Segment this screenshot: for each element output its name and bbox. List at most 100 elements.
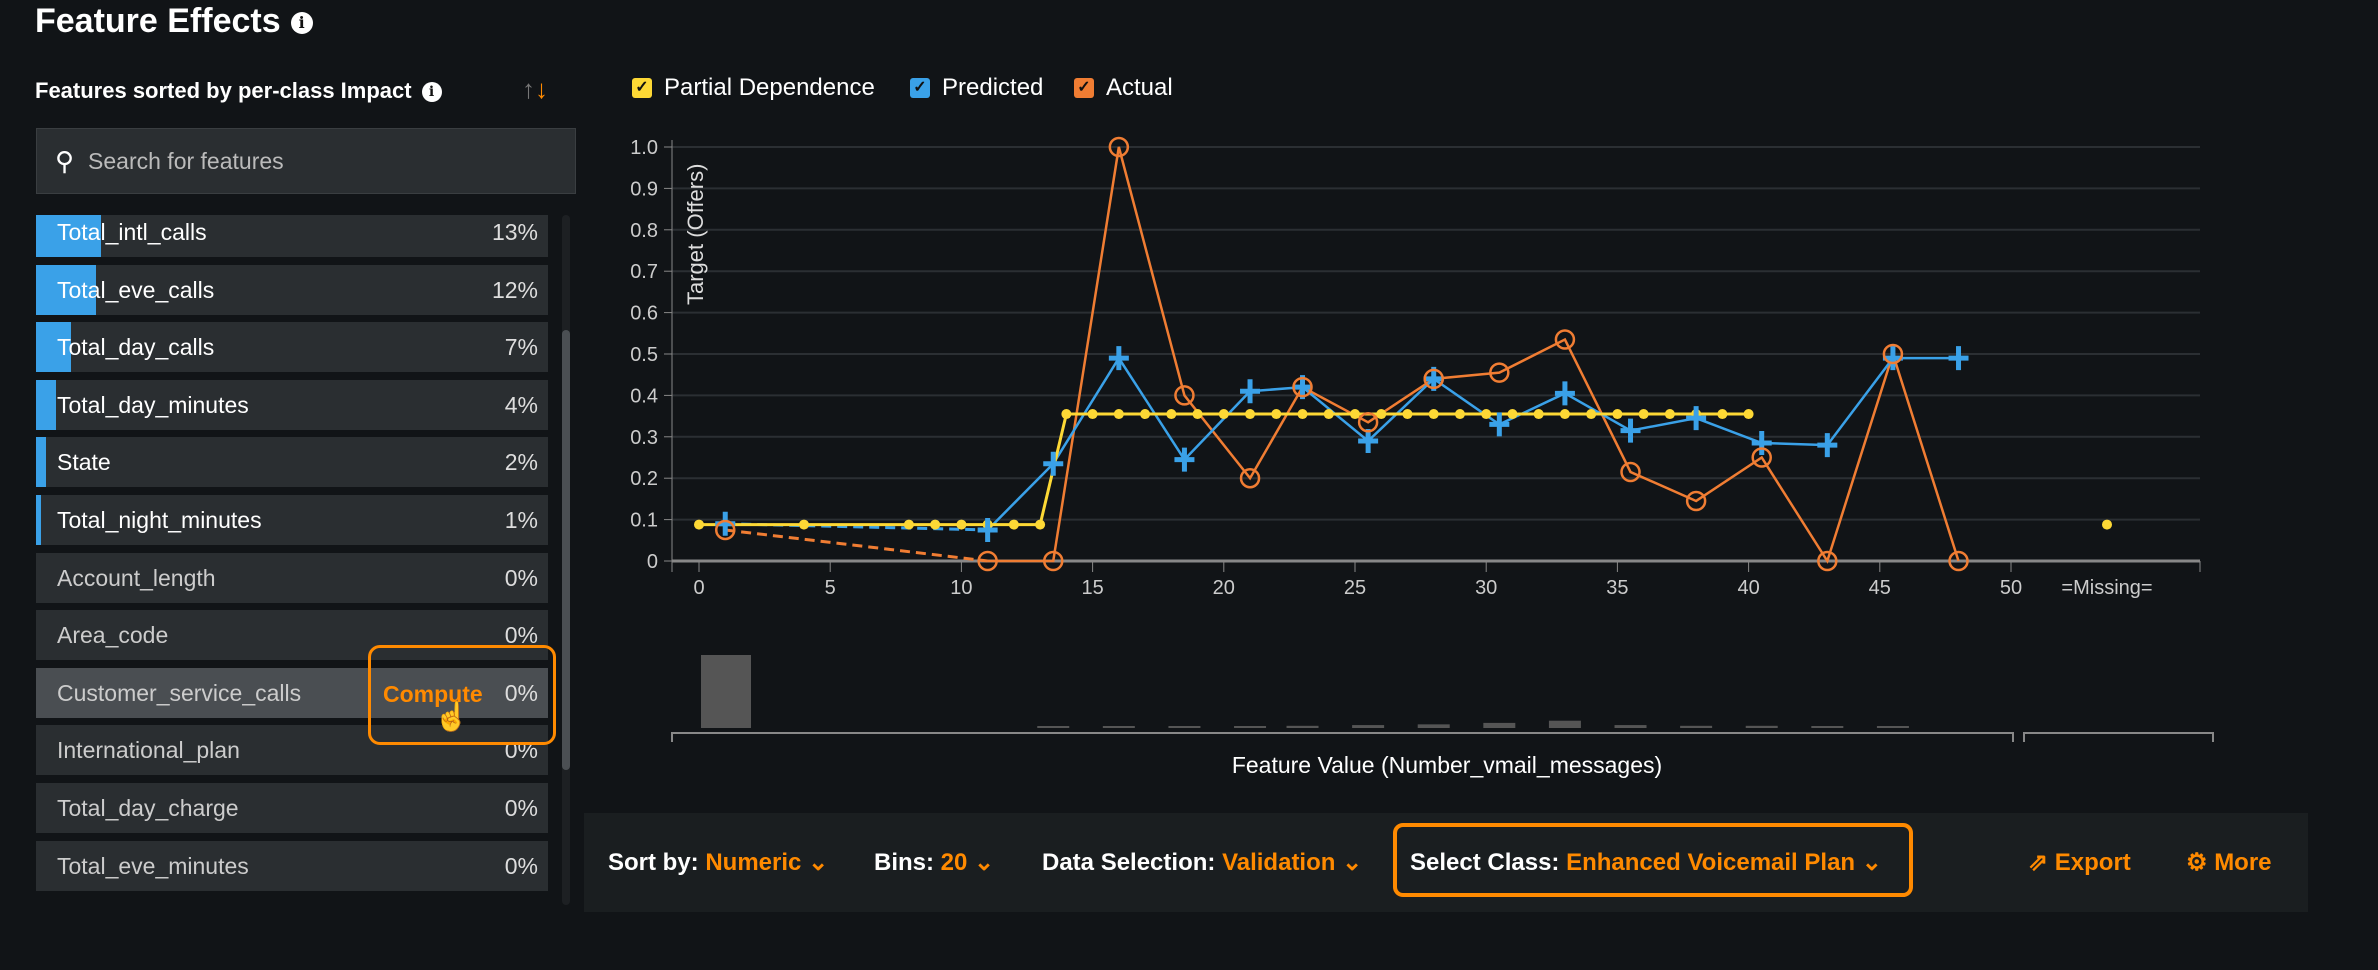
pd-point: [798, 519, 809, 530]
bins-dropdown[interactable]: Bins: 20 ⌄: [874, 848, 994, 877]
actual-point: [1174, 385, 1195, 406]
feature-row[interactable]: Total_eve_minutes 0%: [36, 840, 548, 891]
y-tick-label: 0: [647, 551, 658, 573]
pd-point: [1245, 409, 1256, 420]
pd-point: [1008, 519, 1019, 530]
feature-name: Total_day_calls: [57, 334, 215, 361]
pd-point: [1586, 409, 1597, 420]
pd-point: [1166, 409, 1177, 420]
pd-point: [1035, 519, 1046, 530]
select-class-value[interactable]: Enhanced Voicemail Plan: [1566, 849, 1856, 876]
pd-point: [1612, 409, 1623, 420]
sort-by-label: Sort by:: [608, 849, 699, 876]
legend-partial-dependence[interactable]: ✓ Partial Dependence: [632, 74, 875, 102]
predicted-point: [1358, 428, 1379, 453]
feature-row[interactable]: Total_night_minutes 1%: [36, 495, 548, 545]
histogram-bar: [1417, 724, 1450, 728]
histogram-bar: [701, 655, 751, 728]
sort-direction-toggle[interactable]: ↑↓: [522, 74, 548, 105]
feature-row[interactable]: Total_intl_calls 13%: [36, 215, 548, 257]
actual-point: [1042, 550, 1064, 572]
sort-by-dropdown[interactable]: Sort by: Numeric ⌄: [608, 848, 828, 877]
feature-row[interactable]: Total_day_charge 0%: [36, 783, 548, 833]
feature-impact: 4%: [504, 391, 538, 418]
checkbox-icon[interactable]: ✓: [632, 78, 652, 98]
pd-point: [1481, 409, 1492, 420]
predicted-point: [1948, 346, 1969, 371]
feature-row[interactable]: Account_length 0%: [36, 552, 548, 603]
feature-list: Total_intl_calls 13% Total_eve_calls 12% Tot…: [36, 215, 548, 905]
actual-point: [714, 519, 736, 541]
select-class-dropdown[interactable]: Select Class: Enhanced Voicemail Plan ⌄: [1410, 848, 1882, 877]
feature-row[interactable]: Total_eve_calls 12%: [36, 264, 548, 315]
gear-icon: ⚙: [2186, 849, 2208, 876]
bins-value[interactable]: 20: [940, 849, 968, 876]
legend-predicted[interactable]: ✓ Predicted: [910, 74, 1043, 102]
arrow-up-icon[interactable]: ↑: [522, 74, 535, 104]
x-tick-label: 40: [1737, 577, 1759, 599]
feature-impact: 0%: [504, 737, 538, 764]
histogram-bar: [1811, 726, 1844, 728]
pd-point: [1087, 409, 1098, 420]
pd-point: [930, 519, 941, 530]
data-selection-dropdown[interactable]: Data Selection: Validation ⌄: [1042, 848, 1362, 877]
search-placeholder: Search for features: [88, 147, 284, 174]
x-tick-label: 20: [1213, 577, 1235, 599]
legend-label: Partial Dependence: [664, 74, 875, 101]
y-tick-label: 0.7: [630, 261, 658, 283]
feature-name: Total_intl_calls: [57, 219, 207, 245]
feature-row[interactable]: State 2%: [36, 437, 548, 488]
legend-label: Predicted: [942, 74, 1044, 101]
chevron-down-icon: ⌄: [808, 849, 829, 876]
feature-row[interactable]: Customer_service_calls 0%: [36, 667, 548, 718]
feature-row[interactable]: Total_day_calls 7%: [36, 322, 548, 373]
scrollbar-thumb[interactable]: [562, 330, 570, 770]
feature-impact: 0%: [504, 795, 538, 821]
legend-actual[interactable]: ✓ Actual: [1074, 74, 1173, 102]
feature-impact: 1%: [504, 507, 538, 533]
actual-point: [1108, 136, 1130, 158]
pd-point: [1559, 409, 1570, 420]
chevron-down-icon: ⌄: [1342, 849, 1363, 876]
data-selection-label: Data Selection:: [1042, 849, 1216, 876]
export-label: Export: [2054, 849, 2131, 876]
feature-row[interactable]: Total_day_minutes 4%: [36, 379, 548, 430]
impact-bar: [36, 379, 56, 430]
more-button[interactable]: ⚙ More: [2186, 848, 2272, 877]
pd-point: [1192, 409, 1203, 420]
chart-toolbar: Sort by: Numeric ⌄ Bins: 20 ⌄ Data Selec…: [584, 813, 2308, 912]
arrow-down-icon[interactable]: ↓: [535, 74, 548, 104]
histogram-bar: [1037, 726, 1070, 728]
feature-impact: 13%: [491, 219, 538, 245]
search-input[interactable]: ⚲ Search for features: [36, 128, 576, 194]
actual-point: [1882, 343, 1904, 365]
bins-label: Bins:: [874, 849, 934, 876]
actual-point: [1620, 461, 1641, 483]
y-tick-label: 0.8: [630, 220, 658, 242]
checkbox-icon[interactable]: ✓: [910, 78, 930, 98]
feature-row[interactable]: International_plan 0%: [36, 725, 548, 776]
histogram-bar: [1876, 726, 1909, 728]
export-button[interactable]: ⇗ Export: [2028, 848, 2131, 877]
x-tick-label: 0: [693, 577, 704, 599]
feature-impact: 0%: [504, 622, 538, 649]
checkbox-icon[interactable]: ✓: [1074, 78, 1094, 98]
actual-point: [1751, 447, 1772, 468]
compute-button[interactable]: Compute: [383, 681, 483, 707]
predicted-point: [1686, 406, 1707, 431]
impact-bar: [36, 437, 46, 488]
pd-point: [956, 519, 967, 530]
histogram-bar: [1286, 725, 1319, 728]
info-icon[interactable]: i: [290, 12, 313, 35]
info-icon[interactable]: i: [421, 82, 442, 103]
impact-bar: [36, 495, 41, 545]
data-selection-value[interactable]: Validation: [1222, 849, 1336, 876]
pd-point: [1323, 409, 1334, 420]
sort-by-value[interactable]: Numeric: [705, 849, 802, 876]
predicted-point: [1489, 412, 1510, 437]
histogram-bar: [1234, 726, 1267, 728]
feature-row[interactable]: Area_code 0%: [36, 610, 548, 661]
predicted-line: [986, 355, 1959, 531]
pd-point: [1350, 409, 1360, 420]
predicted-point: [977, 517, 998, 542]
